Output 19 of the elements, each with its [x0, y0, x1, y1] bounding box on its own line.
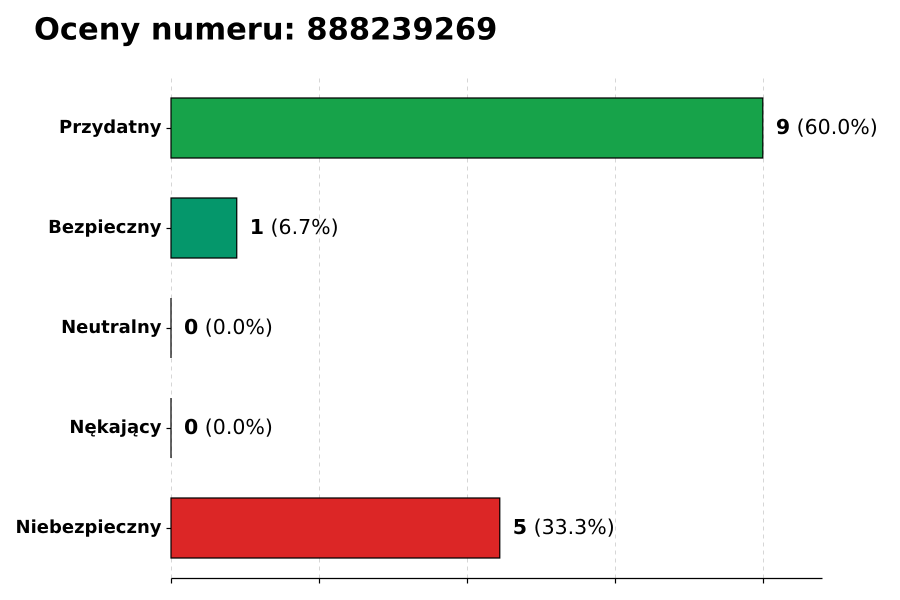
bar: [170, 197, 238, 259]
y-tick-label: Przydatny: [59, 117, 162, 138]
y-tick-label: Bezpieczny: [48, 217, 162, 238]
annotation: (0.0%): [204, 415, 273, 439]
data-label: 5: [512, 515, 528, 539]
annotation: (0.0%): [204, 315, 273, 339]
y-tick-label: Neutralny: [61, 317, 162, 338]
data-label: 1: [250, 215, 264, 239]
y-tick-label: Nękający: [69, 417, 162, 438]
data-label: 9: [776, 115, 790, 139]
annotation: (60.0%): [796, 115, 878, 139]
data-label: 0: [184, 315, 198, 339]
chart-title: Oceny numeru: 888239269: [34, 12, 498, 48]
data-label: 0: [184, 415, 198, 439]
annotation: (33.3%): [534, 515, 615, 539]
y-tick-label: Niebezpieczny: [16, 517, 162, 538]
annotation: (6.7%): [270, 215, 339, 239]
bar: [170, 97, 764, 159]
bar: [170, 497, 500, 559]
